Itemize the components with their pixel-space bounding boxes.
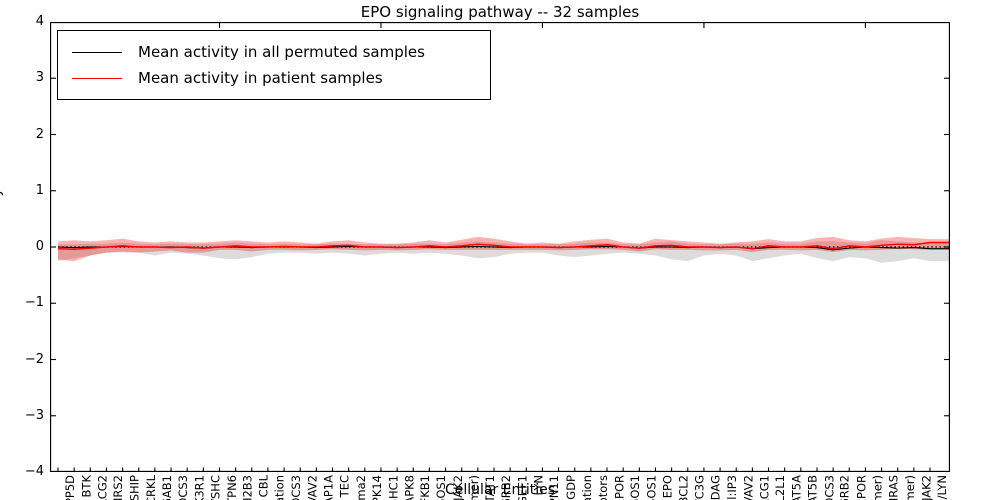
legend-item-patient: Mean activity in patient samples xyxy=(58,69,490,87)
x-tick-label: PIK3R1 xyxy=(192,475,207,500)
x-tick-label: TEC xyxy=(337,475,352,498)
plot-area xyxy=(50,22,950,472)
y-tick-label: −1 xyxy=(24,295,44,311)
x-tick-label: STAT1 (dimer) xyxy=(467,475,481,500)
y-axis-label: Inferred Activity xyxy=(0,188,4,300)
x-tick-label: PI3K regualtory subunit polypeptide 1/IR… xyxy=(128,475,142,500)
y-tick-label: 0 xyxy=(35,239,44,254)
legend-line-red xyxy=(72,77,122,79)
x-tick-label: INPP5D xyxy=(63,475,77,500)
x-tick-label: SOS1 xyxy=(628,475,643,500)
x-tick-label: EPO/EPOR (dimer)/LYN xyxy=(935,475,949,500)
x-tick-label: EPO/EPOR (dimer)/JAK2 xyxy=(919,475,933,500)
x-tick-label: EPO xyxy=(660,475,675,499)
x-tick-label: PLCG1 xyxy=(757,475,772,500)
y-tick-label: −2 xyxy=(24,351,44,367)
x-tick-label: TEC/VAV2/GRB2 xyxy=(838,475,852,500)
x-tick-label: GRB2 xyxy=(499,475,513,500)
x-tick-label: LYN xyxy=(531,475,546,496)
x-tick-label: VAV2 xyxy=(305,475,320,500)
x-tick-label: BCL2L1 xyxy=(773,475,788,500)
x-tick-label: BCL2 xyxy=(676,475,691,500)
patient-samples-band xyxy=(58,236,950,262)
x-tick-label: TEC/VAV2 xyxy=(741,475,755,500)
x-tick-label: mol:DAG xyxy=(709,475,723,500)
x-tick-label: EPOR/TRPC2/IP3 Receptors xyxy=(596,475,610,500)
y-tick-label: 4 xyxy=(35,14,44,29)
y-tick-label: −3 xyxy=(24,407,44,423)
x-tick-label: PTPN6 xyxy=(224,475,239,500)
x-tick-label: STAT5 (dimer) xyxy=(903,475,917,500)
x-tick-label: RAP1A xyxy=(321,475,336,500)
legend-label-permuted: Mean activity in all permuted samples xyxy=(138,43,425,61)
x-tick-label: SHC/Grb2/SOS1 xyxy=(434,475,448,500)
x-tick-label: HRAS xyxy=(886,475,901,500)
y-tick-label: 2 xyxy=(35,126,44,142)
x-tick-label: PLCG2 xyxy=(95,475,110,500)
x-tick-label: MAPK14 xyxy=(369,475,384,500)
x-tick-label: LYN/PLCgamma2 xyxy=(354,475,368,500)
x-tick-label: EPO/EPOR (dimer)/SOCS3 xyxy=(822,475,836,500)
x-tick-label: SH2B3 xyxy=(240,475,255,500)
x-tick-label: STAT5A xyxy=(789,475,804,500)
x-tick-label: SOCS3 xyxy=(176,475,191,500)
y-tick-label: 3 xyxy=(35,70,44,86)
x-tick-label: CRKL/CBL/C3G xyxy=(693,475,707,500)
legend-label-patient: Mean activity in patient samples xyxy=(138,69,383,87)
x-tick-label: mol:IP3 xyxy=(725,475,740,500)
x-tick-label: BTK xyxy=(79,475,94,498)
x-tick-label: EPO/EPOR xyxy=(854,475,868,500)
chart-svg xyxy=(50,22,950,472)
x-tick-label: RAPGEF1 xyxy=(515,475,529,500)
x-tick-label: STAT5B xyxy=(805,475,820,500)
x-tick-label: GAB1/SHC/GRB2/SOS1 xyxy=(644,475,658,500)
x-tick-label: JAK2 xyxy=(450,475,465,500)
x-tick-label: IRS2 xyxy=(111,475,126,500)
chart-title: EPO signaling pathway -- 32 samples xyxy=(360,3,640,21)
x-tick-label: CRKL xyxy=(143,475,158,500)
x-tick-label: EPO/EPOR (dimer) xyxy=(870,475,884,500)
x-tick-label: NFKB1 xyxy=(418,475,433,500)
x-tick-label: GAB1 xyxy=(159,475,174,500)
legend-line-black xyxy=(72,51,122,53)
x-tick-label: SHC1 xyxy=(385,475,400,500)
x-tick-label: GAB1/SHIP/PIK3R1/SHP2/SHC xyxy=(208,475,222,500)
x-tick-label: EPOR xyxy=(612,475,627,500)
legend-box: Mean activity in all permuted samples Me… xyxy=(57,30,491,100)
x-tick-label: MAPK8 xyxy=(402,475,417,500)
y-tick-label: 1 xyxy=(35,182,44,198)
x-tick-label: cell proliferation xyxy=(273,475,287,500)
patient-mean-line xyxy=(57,241,950,250)
x-axis-label: Cellular Entities xyxy=(444,482,556,498)
y-tick-label: −4 xyxy=(24,464,44,479)
x-tick-label: EPO/EPOR (dimer)/JAK2/SOCS3 xyxy=(289,475,303,500)
x-tick-label: PTPN11 xyxy=(547,475,562,500)
x-tick-label: mol:GDP xyxy=(564,475,578,500)
x-tick-label: CBL xyxy=(256,475,271,498)
x-tick-label: elevation of cytosolic calcium ion conce… xyxy=(580,475,594,500)
legend-item-permuted: Mean activity in all permuted samples xyxy=(58,43,490,61)
x-tick-label: STAT1 xyxy=(482,475,497,500)
